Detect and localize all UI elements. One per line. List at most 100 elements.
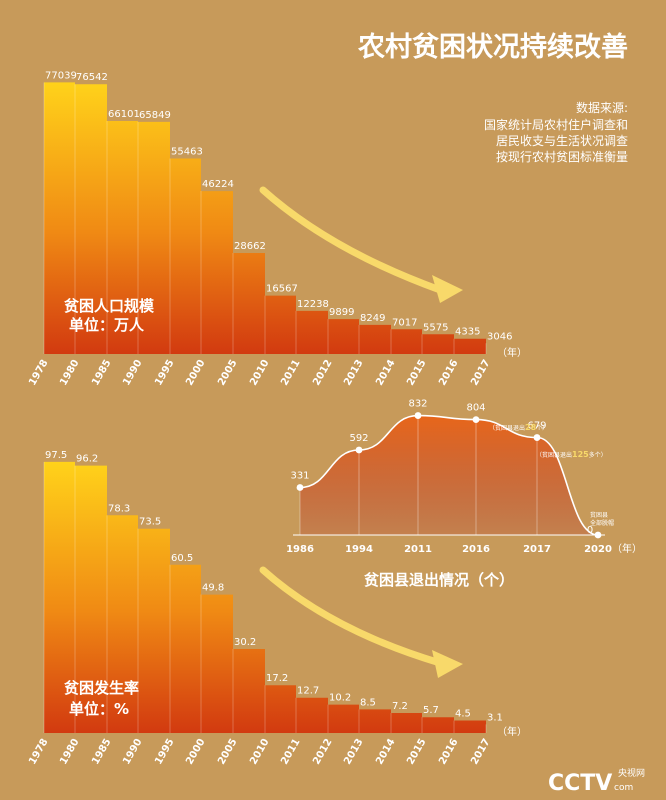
x-tick-label: 2011	[404, 544, 432, 555]
page-title: 农村贫困状况持续改善	[357, 31, 628, 63]
data-label: 331	[290, 470, 309, 481]
x-tick-label: 1985	[90, 737, 113, 767]
data-label: 12238	[297, 299, 329, 310]
data-point	[594, 531, 602, 539]
x-tick-label: 2012	[311, 358, 334, 388]
data-label: 78.3	[108, 503, 130, 514]
x-tick-label: 2013	[342, 737, 365, 767]
axis-unit: （年）	[612, 542, 642, 555]
source-heading: 数据来源:	[576, 100, 628, 115]
x-tick-label: 2000	[184, 358, 207, 388]
data-label: 49.8	[202, 583, 224, 594]
x-tick-label: 2005	[216, 737, 239, 767]
trend-arrow-icon	[259, 186, 444, 294]
x-tick-label: 1985	[90, 358, 113, 388]
data-label: 804	[466, 403, 485, 414]
chart-poverty-population: 77039 76542 66101 65849 55463 46224 28662 16567…	[27, 70, 527, 387]
axis-unit: （年）	[497, 725, 527, 738]
data-label: 0	[587, 525, 593, 536]
x-tick-label: 2016	[462, 544, 490, 555]
chart-caption: 贫困县退出情况（个）	[364, 571, 514, 589]
data-label: 3.1	[487, 712, 503, 723]
area-fill	[44, 82, 486, 355]
x-tick-label: 2017	[523, 544, 551, 555]
annotation-2020: 全部脱帽	[590, 519, 614, 527]
axis-unit: （年）	[497, 346, 527, 359]
panel-title: 贫困发生率	[64, 679, 139, 697]
source-line: 按现行农村贫困标准衡量	[496, 149, 628, 164]
exit-area	[300, 415, 598, 535]
logo-main: CCTV	[548, 771, 612, 796]
annotation-prefix: （贫困县退出	[489, 424, 525, 432]
annotation-suffix: 个）	[536, 425, 548, 432]
source-note: 数据来源: 国家统计局农村住户调查和 居民收支与生活状况调查 按现行农村贫困标准…	[484, 100, 628, 164]
x-tick-label: 1995	[153, 737, 176, 767]
x-tick-label: 2016	[437, 737, 460, 767]
x-tick-label: 2016	[437, 358, 460, 388]
data-label: 10.2	[329, 693, 351, 704]
x-tick-label: 1995	[153, 358, 176, 388]
x-tick-label: 1990	[121, 358, 144, 388]
data-label: 679	[527, 421, 546, 432]
trend-arrow-icon	[259, 566, 444, 667]
arrowhead-icon	[432, 650, 463, 678]
source-line: 居民收支与生活状况调查	[496, 134, 628, 148]
annotation-value: 28	[525, 423, 537, 432]
data-label: 76542	[76, 72, 108, 83]
area-fill	[44, 461, 486, 733]
annotation-suffix: 多个）	[589, 451, 607, 459]
data-label: 73.5	[139, 517, 161, 528]
x-tick-label: 2011	[279, 358, 302, 388]
x-tick-label: 2013	[342, 358, 365, 388]
exit-line	[299, 414, 599, 536]
data-point	[414, 412, 422, 419]
x-tick-label: 2011	[279, 737, 302, 767]
x-tick-label: 2005	[216, 358, 239, 388]
data-label: 28662	[234, 241, 266, 252]
x-tick-label: 2014	[374, 358, 397, 388]
data-label: 8249	[360, 313, 385, 324]
logo-cn: 央视网	[618, 767, 645, 779]
x-tick-label: 2010	[248, 737, 271, 767]
x-tick-label: 1986	[286, 544, 314, 555]
data-label: 65849	[139, 110, 171, 121]
x-tick-label: 2000	[184, 737, 207, 767]
logo-sub: com	[614, 783, 633, 793]
data-label: 17.2	[266, 673, 288, 684]
x-tick-label: 1980	[58, 737, 81, 767]
x-tick-label: 2014	[374, 737, 397, 767]
data-label: 3046	[487, 331, 512, 342]
data-label: 12.7	[297, 686, 319, 697]
data-label: 46224	[202, 179, 234, 190]
data-label: 5575	[423, 322, 448, 333]
x-tick-label: 2015	[405, 737, 428, 767]
x-tick-label: 1978	[27, 737, 50, 767]
data-label: 832	[408, 399, 427, 410]
annotation-value: 125	[572, 450, 589, 459]
x-tick-label: 1990	[121, 737, 144, 767]
data-label: 4.5	[455, 708, 471, 719]
data-label: 7.2	[392, 701, 408, 712]
data-label: 16567	[266, 284, 298, 295]
x-tick-label: 1978	[27, 358, 50, 388]
data-label: 8.5	[360, 697, 376, 708]
chart-poor-counties-exit: 331 1986 592 1994 832 2011 804 2016 679 2017 0 2020…	[286, 399, 642, 589]
annotation-2016: （贫困县退出28个）	[489, 423, 548, 432]
data-point	[296, 484, 304, 491]
source-line: 国家统计局农村住户调查和	[484, 117, 628, 132]
x-tick-label: 1994	[345, 544, 373, 555]
arrowhead-icon	[432, 275, 463, 303]
panel-unit: 单位：万人	[69, 316, 145, 334]
data-label: 97.5	[45, 450, 67, 461]
x-tick-label: 2015	[405, 358, 428, 388]
data-point	[472, 416, 480, 424]
panel-title: 贫困人口规模	[64, 297, 155, 315]
data-label: 5.7	[423, 705, 439, 716]
data-label: 9899	[329, 307, 354, 318]
x-tick-label: 2017	[469, 737, 492, 767]
x-tick-label: 2010	[248, 358, 271, 388]
data-label: 77039	[45, 70, 77, 81]
data-label: 66101	[108, 109, 140, 120]
annotation-2020: 贫困县	[590, 511, 608, 519]
